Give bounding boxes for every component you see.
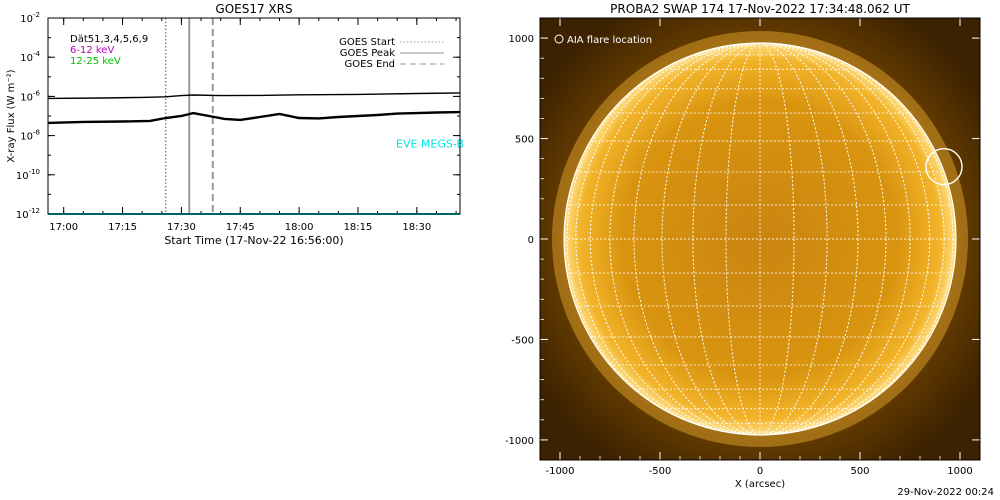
longitude-line: [589, 43, 931, 435]
legend-right-label-1: GOES Peak: [340, 48, 395, 59]
goes-xrs-lightcurve-chart: GOES17 XRS 10-12 10-10 10-8 10-6 10-4 10-2 17:0…: [6, 2, 464, 247]
y-tick-label: 10-6: [20, 89, 40, 103]
limb-outline: [563, 42, 957, 436]
x-tick-label: 500: [850, 466, 869, 477]
proba2-swap-solar-image-chart: AIA flare location -1000 -500 0 500 1000 -1000…: [505, 2, 981, 490]
chart-title: PROBA2 SWAP 174 17-Nov-2022 17:34:48.062…: [610, 2, 910, 16]
legend-right-label-2: GOES End: [345, 59, 395, 70]
legend-left-item-0: Dät51,3,4,5,6,9: [70, 34, 148, 45]
y-axis-label: X-ray Flux (W m⁻²): [6, 69, 17, 162]
y-tick-label: 0: [528, 235, 534, 246]
legend-left-item-2: 12-25 keV: [70, 56, 121, 67]
x-tick-label: -500: [649, 466, 672, 477]
y-tick-label: -1000: [505, 436, 534, 447]
y-tick-label: 10-2: [20, 11, 40, 25]
image-layer: [540, 18, 980, 460]
y-tick-label: 10-12: [16, 207, 40, 221]
y-tick-label: -500: [511, 335, 534, 346]
plot-frame: [539, 17, 981, 461]
x-tick-label: -1000: [545, 466, 574, 477]
x-tick-label: 17:00: [49, 222, 78, 233]
chart-title: GOES17 XRS: [215, 2, 292, 16]
legend-flare-label: AIA flare location: [567, 35, 652, 46]
x-tick-label: 18:30: [402, 222, 431, 233]
y-tick-label: 10-10: [16, 168, 40, 182]
series-line-0: [47, 92, 461, 100]
y-tick-label: 10-4: [20, 50, 40, 64]
longitude-line: [692, 43, 828, 435]
y-tick-label: 1000: [509, 34, 534, 45]
x-tick-label: 0: [757, 466, 763, 477]
x-axis-label: Start Time (17-Nov-22 16:56:00): [164, 234, 343, 247]
legend-flare-symbol: [554, 34, 564, 44]
legend-right-label-0: GOES Start: [339, 37, 395, 48]
longitude-line: [575, 43, 945, 435]
y-tick-label: 500: [515, 135, 534, 146]
x-tick-label: 1000: [947, 466, 972, 477]
aia-flare-location-marker: [925, 147, 963, 186]
longitude-line: [566, 43, 954, 435]
x-tick-label: 18:15: [344, 222, 373, 233]
longitude-line: [633, 43, 887, 435]
footer-date: 29-Nov-2022 00:24: [897, 487, 994, 498]
legend-left-item-1: 6-12 keV: [70, 45, 114, 56]
y-tick-label: 10-8: [20, 129, 40, 143]
x-tick-label: 17:45: [226, 222, 255, 233]
eve-megs-annotation: EVE MEGS-B: [396, 137, 464, 150]
longitude-line: [609, 43, 911, 435]
series-line-1: [47, 110, 461, 125]
x-tick-label: 18:00: [285, 222, 314, 233]
x-axis-label: X (arcsec): [735, 479, 785, 490]
longitude-line: [725, 43, 795, 435]
x-tick-label: 17:15: [108, 222, 137, 233]
x-tick-label: 17:30: [167, 222, 196, 233]
longitude-line: [661, 43, 859, 435]
heliographic-grid: [564, 43, 956, 435]
plot-frame: [47, 17, 461, 215]
